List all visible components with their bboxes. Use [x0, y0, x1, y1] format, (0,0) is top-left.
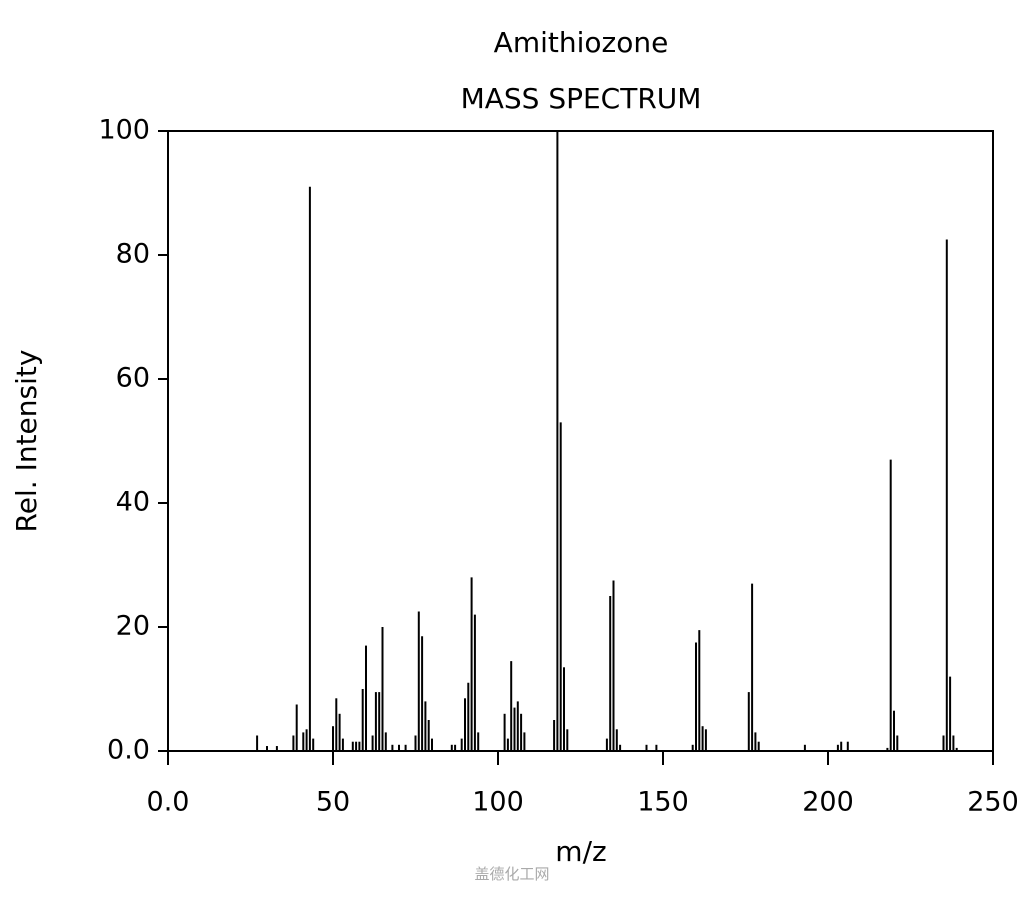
y-axis-label: Rel. Intensity [10, 350, 43, 533]
x-tick-label: 150 [637, 787, 689, 818]
plot-frame [167, 130, 994, 752]
y-tick-label: 20 [116, 611, 150, 642]
y-tick-label: 0.0 [107, 735, 150, 766]
y-tick-label: 40 [116, 487, 150, 518]
x-axis-label: m/z [555, 835, 606, 868]
y-tick-label: 100 [98, 115, 150, 146]
x-tick-label: 50 [316, 787, 350, 818]
watermark: 盖德化工网 [474, 865, 549, 883]
x-tick-label: 200 [802, 787, 854, 818]
y-tick-label: 60 [116, 363, 150, 394]
y-tick-label: 80 [116, 239, 150, 270]
x-tick-label: 250 [967, 787, 1019, 818]
chart-subtitle: MASS SPECTRUM [461, 82, 702, 115]
x-tick-label: 100 [472, 787, 524, 818]
chart-title: Amithiozone [494, 26, 669, 59]
x-tick-label: 0.0 [147, 787, 190, 818]
